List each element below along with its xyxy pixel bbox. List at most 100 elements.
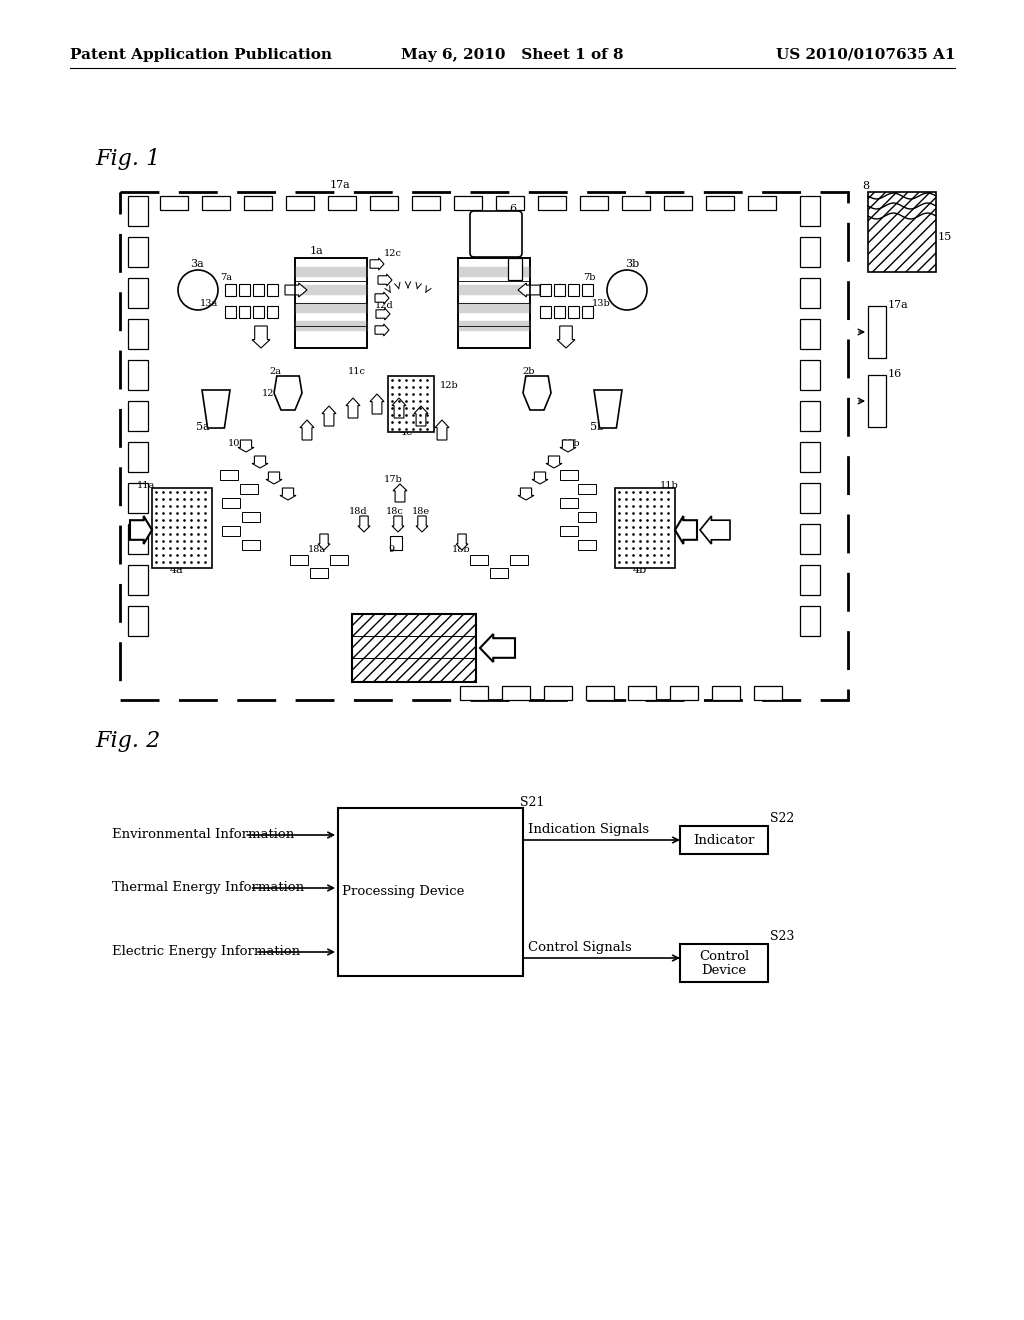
Text: 11a: 11a [137,480,156,490]
Text: 17b: 17b [384,475,402,484]
Text: 5b: 5b [590,422,604,432]
Bar [128,195,148,226]
Text: 11b: 11b [660,480,679,490]
Bar [128,238,148,267]
Bar [222,498,240,508]
Bar [128,524,148,554]
Bar [388,376,434,432]
Bar [582,284,593,296]
Polygon shape [532,473,548,484]
Text: 3a: 3a [190,259,204,269]
Bar [128,279,148,308]
Bar [800,483,820,513]
Text: 1b: 1b [472,246,486,256]
Bar [470,554,488,565]
Text: 13b: 13b [592,300,610,308]
Bar [568,306,579,318]
Bar [128,565,148,595]
Bar [580,195,608,210]
Bar [754,686,782,700]
Bar [496,195,524,210]
Polygon shape [375,292,389,304]
Polygon shape [378,275,392,286]
Text: 2a: 2a [269,367,281,376]
Bar [338,808,523,975]
Bar [540,306,551,318]
Bar [800,442,820,473]
Bar [295,257,367,348]
Bar [128,360,148,389]
Bar [253,306,264,318]
Bar [458,257,530,348]
Bar [628,686,656,700]
Text: 11c: 11c [348,367,366,376]
Bar [222,525,240,536]
Bar [220,470,238,480]
Bar [560,525,578,536]
Bar [152,488,212,568]
Bar [310,568,328,578]
Polygon shape [370,393,384,414]
Bar [290,554,308,565]
Text: 7b: 7b [583,273,596,282]
Polygon shape [392,399,406,418]
Bar [800,606,820,636]
Polygon shape [202,389,230,428]
Polygon shape [346,399,360,418]
Bar [239,284,250,296]
Bar [240,484,258,494]
Bar [202,195,230,210]
Bar [239,306,250,318]
Polygon shape [560,440,575,451]
Bar [800,238,820,267]
Bar [370,195,398,210]
Text: 15: 15 [938,232,952,242]
Bar [670,686,698,700]
Bar [128,319,148,348]
Bar [128,442,148,473]
Text: 12a: 12a [262,389,281,399]
Bar [800,195,820,226]
Text: 18e: 18e [412,507,430,516]
Polygon shape [546,455,562,469]
Text: 12d: 12d [375,301,394,310]
Polygon shape [370,257,384,271]
Polygon shape [416,516,428,532]
Polygon shape [285,282,307,297]
Text: May 6, 2010   Sheet 1 of 8: May 6, 2010 Sheet 1 of 8 [400,48,624,62]
Bar [120,191,848,700]
Polygon shape [594,389,622,428]
Text: 18c: 18c [386,507,403,516]
Bar [680,944,768,982]
Bar [160,195,188,210]
Polygon shape [274,376,302,411]
Bar [712,686,740,700]
Text: 3b: 3b [625,259,639,269]
Text: 18b: 18b [452,545,471,554]
Polygon shape [322,407,336,426]
Bar [502,686,530,700]
Text: 10b: 10b [562,440,581,447]
Bar [286,195,314,210]
Bar [538,195,566,210]
Bar [800,319,820,348]
Bar [578,512,596,521]
Circle shape [178,271,218,310]
Text: 12b: 12b [440,381,459,389]
Text: 4a: 4a [170,565,183,576]
Bar [490,568,508,578]
Bar [128,606,148,636]
Text: 2b: 2b [522,367,535,376]
Text: Control: Control [698,949,750,962]
Polygon shape [238,440,254,451]
Bar [540,284,551,296]
Bar [800,279,820,308]
Text: 18d: 18d [349,507,368,516]
Text: US 2010/0107635 A1: US 2010/0107635 A1 [775,48,955,62]
Polygon shape [358,516,370,532]
Bar [242,512,260,521]
Bar [128,483,148,513]
Bar [560,498,578,508]
Bar [615,488,675,568]
Bar [544,686,572,700]
